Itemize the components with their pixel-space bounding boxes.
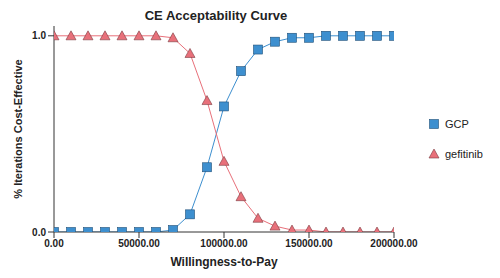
svg-text:150000.00: 150000.00 [285,238,333,249]
svg-text:0.0: 0.0 [32,227,46,238]
svg-text:50000.00: 50000.00 [118,238,160,249]
html-text:CE Acceptability Curve: CE Acceptability Curve [144,8,288,23]
svg-text:% Iterations Cost-Effective: % Iterations Cost-Effective [12,59,24,198]
svg-text:0.00: 0.00 [44,238,64,249]
svg-text:200000.00: 200000.00 [370,238,418,249]
html-text:GCP: GCP [445,118,469,130]
svg-text:1.0: 1.0 [32,30,46,41]
svg-text:Willingness-to-Pay: Willingness-to-Pay [170,255,278,269]
svg-text:100000.00: 100000.00 [200,238,248,249]
html-text:gefitinib: gefitinib [445,148,483,160]
